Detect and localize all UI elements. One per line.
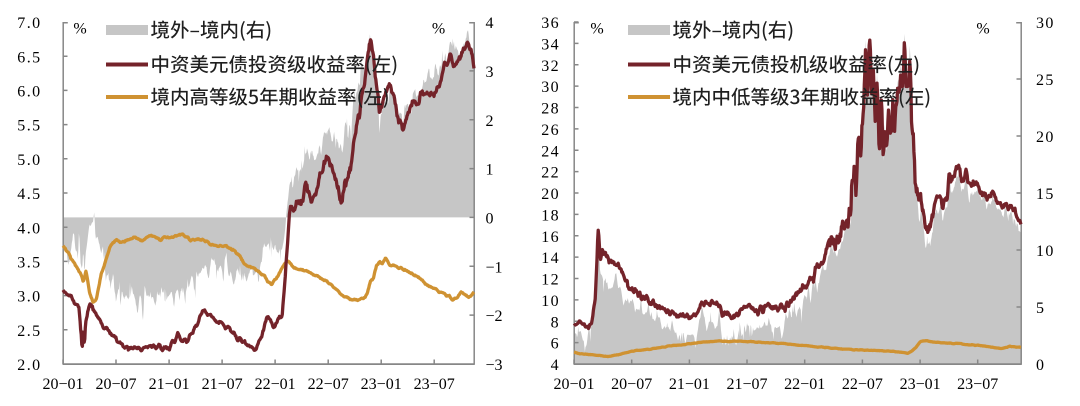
svg-text:4: 4 [551,357,560,374]
svg-text:3: 3 [486,64,494,81]
svg-text:20−01: 20−01 [553,376,594,393]
svg-text:23−01: 23−01 [900,376,941,393]
svg-text:3.5: 3.5 [17,255,41,272]
svg-text:8: 8 [551,314,560,331]
svg-text:23−07: 23−07 [957,376,998,393]
svg-text:20−07: 20−07 [611,376,652,393]
svg-text:14: 14 [541,250,560,267]
svg-text:22: 22 [541,165,560,182]
svg-text:15: 15 [1036,186,1055,203]
svg-text:%: % [590,21,603,38]
svg-text:32: 32 [541,58,560,75]
svg-text:0: 0 [1036,357,1045,374]
svg-text:5.5: 5.5 [17,118,41,135]
svg-text:20: 20 [1036,129,1055,146]
svg-text:2: 2 [486,113,494,130]
svg-text:22−07: 22−07 [842,376,883,393]
svg-text:5.0: 5.0 [17,152,41,169]
svg-text:7.0: 7.0 [17,15,41,32]
svg-text:28: 28 [541,101,560,118]
svg-text:18: 18 [541,208,560,225]
svg-text:24: 24 [541,143,560,160]
svg-text:10: 10 [1036,243,1055,260]
svg-text:21−01: 21−01 [669,376,710,393]
svg-text:6.0: 6.0 [17,84,41,101]
svg-text:1: 1 [486,162,494,179]
svg-text:−2: −2 [486,308,503,325]
svg-text:30: 30 [541,79,560,96]
svg-text:4: 4 [486,15,494,32]
svg-text:12: 12 [541,272,560,289]
svg-text:2.0: 2.0 [17,357,41,374]
svg-text:%: % [976,21,989,38]
svg-text:−3: −3 [486,357,503,374]
svg-text:21−07: 21−07 [202,376,243,393]
svg-text:21−01: 21−01 [149,376,190,393]
svg-text:20−07: 20−07 [95,376,136,393]
svg-text:22−01: 22−01 [784,376,825,393]
svg-text:3.0: 3.0 [17,289,41,306]
svg-text:26: 26 [541,122,560,139]
svg-text:23−01: 23−01 [361,376,402,393]
svg-text:10: 10 [541,293,560,310]
svg-text:%: % [73,21,86,38]
svg-text:34: 34 [541,37,560,54]
svg-text:%: % [432,21,445,38]
svg-text:5: 5 [1036,300,1045,317]
svg-text:30: 30 [1036,15,1055,32]
svg-text:36: 36 [541,15,560,32]
svg-text:2.5: 2.5 [17,323,41,340]
svg-text:6.5: 6.5 [17,49,41,66]
svg-text:22−01: 22−01 [255,376,296,393]
svg-text:20: 20 [541,186,560,203]
svg-text:6: 6 [551,336,560,353]
svg-text:21−07: 21−07 [726,376,767,393]
svg-text:22−07: 22−07 [308,376,349,393]
svg-text:16: 16 [541,229,560,246]
svg-text:4.5: 4.5 [17,186,41,203]
svg-text:23−07: 23−07 [414,376,455,393]
svg-text:0: 0 [486,211,494,228]
svg-text:−1: −1 [486,259,503,276]
svg-text:4.0: 4.0 [17,220,41,237]
svg-text:25: 25 [1036,72,1055,89]
svg-text:20−01: 20−01 [42,376,83,393]
